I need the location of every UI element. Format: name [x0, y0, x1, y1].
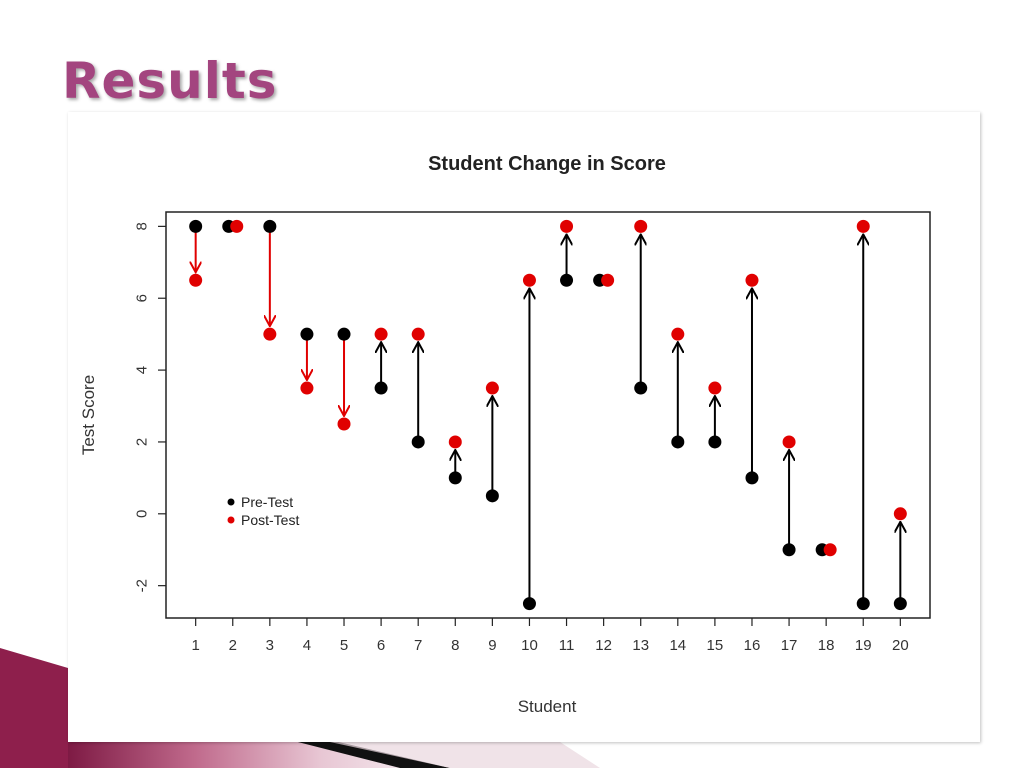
x-tick-label: 7: [414, 637, 422, 654]
plot-frame: [165, 211, 931, 619]
y-tick-label: 0: [134, 510, 151, 518]
pre-test-point: [856, 597, 870, 611]
x-tick-label: 14: [669, 637, 686, 654]
x-tick-label: 20: [892, 637, 909, 654]
post-test-point: [485, 381, 499, 395]
post-test-point: [189, 273, 203, 287]
data-points: [189, 219, 907, 611]
pre-test-point: [485, 489, 499, 503]
post-test-point: [337, 417, 351, 431]
y-tick-label: 8: [134, 222, 151, 230]
pre-test-point: [560, 273, 574, 287]
pre-test-point: [782, 543, 796, 557]
pre-test-point: [745, 471, 759, 485]
x-axis: 1 2 3 4 5 6 7 8 9 10 11 12 13 14 15 16 17 18 19 20: [191, 618, 909, 654]
pre-test-point: [634, 381, 648, 395]
pre-test-point: [300, 327, 314, 341]
x-tick-label: 6: [377, 637, 385, 654]
post-test-point: [374, 327, 388, 341]
post-test-point: [823, 543, 837, 557]
post-test-point: [263, 327, 277, 341]
pre-test-point: [708, 435, 722, 449]
legend-label-pre: Pre-Test: [241, 494, 293, 510]
pre-test-point: [263, 219, 277, 233]
y-axis-label: Test Score: [79, 375, 98, 455]
x-tick-label: 17: [781, 637, 798, 654]
x-tick-label: 16: [744, 637, 761, 654]
legend-marker-pre: [227, 498, 235, 506]
y-axis: -2 0 2 4 6 8: [134, 222, 166, 592]
pre-test-point: [893, 597, 907, 611]
post-test-point: [230, 219, 244, 233]
x-tick-label: 13: [632, 637, 649, 654]
slide-title: Results: [62, 52, 278, 110]
post-test-point: [601, 273, 615, 287]
x-tick-label: 12: [595, 637, 612, 654]
post-test-point: [782, 435, 796, 449]
x-tick-label: 10: [521, 637, 538, 654]
post-test-point: [411, 327, 425, 341]
change-arrows: [196, 226, 901, 604]
y-tick-label: -2: [134, 579, 151, 592]
post-test-point: [634, 219, 648, 233]
y-tick-label: 6: [134, 294, 151, 302]
x-tick-label: 15: [707, 637, 724, 654]
y-tick-label: 4: [134, 366, 151, 374]
x-tick-label: 9: [488, 637, 496, 654]
x-tick-label: 11: [559, 637, 575, 654]
pre-test-point: [374, 381, 388, 395]
x-tick-label: 1: [191, 637, 199, 654]
legend-marker-post: [227, 516, 235, 524]
pre-test-point: [337, 327, 351, 341]
pre-test-point: [522, 597, 536, 611]
x-axis-label: Student: [518, 697, 577, 716]
x-tick-label: 3: [266, 637, 274, 654]
pre-test-point: [411, 435, 425, 449]
legend: Pre-Test Post-Test: [227, 494, 299, 528]
x-tick-label: 19: [855, 637, 872, 654]
chart-title: Student Change in Score: [428, 153, 666, 175]
pre-test-point: [671, 435, 685, 449]
x-tick-label: 18: [818, 637, 835, 654]
y-tick-label: 2: [134, 438, 151, 446]
pre-test-point: [189, 219, 203, 233]
pre-test-point: [448, 471, 462, 485]
post-test-point: [708, 381, 722, 395]
post-test-point: [522, 273, 536, 287]
x-tick-label: 4: [303, 637, 311, 654]
post-test-point: [856, 219, 870, 233]
post-test-point: [893, 507, 907, 521]
x-tick-label: 8: [451, 637, 459, 654]
post-test-point: [560, 219, 574, 233]
post-test-point: [448, 435, 462, 449]
post-test-point: [300, 381, 314, 395]
x-tick-label: 5: [340, 637, 348, 654]
legend-label-post: Post-Test: [241, 512, 299, 528]
post-test-point: [745, 273, 759, 287]
x-tick-label: 2: [229, 637, 237, 654]
post-test-point: [671, 327, 685, 341]
